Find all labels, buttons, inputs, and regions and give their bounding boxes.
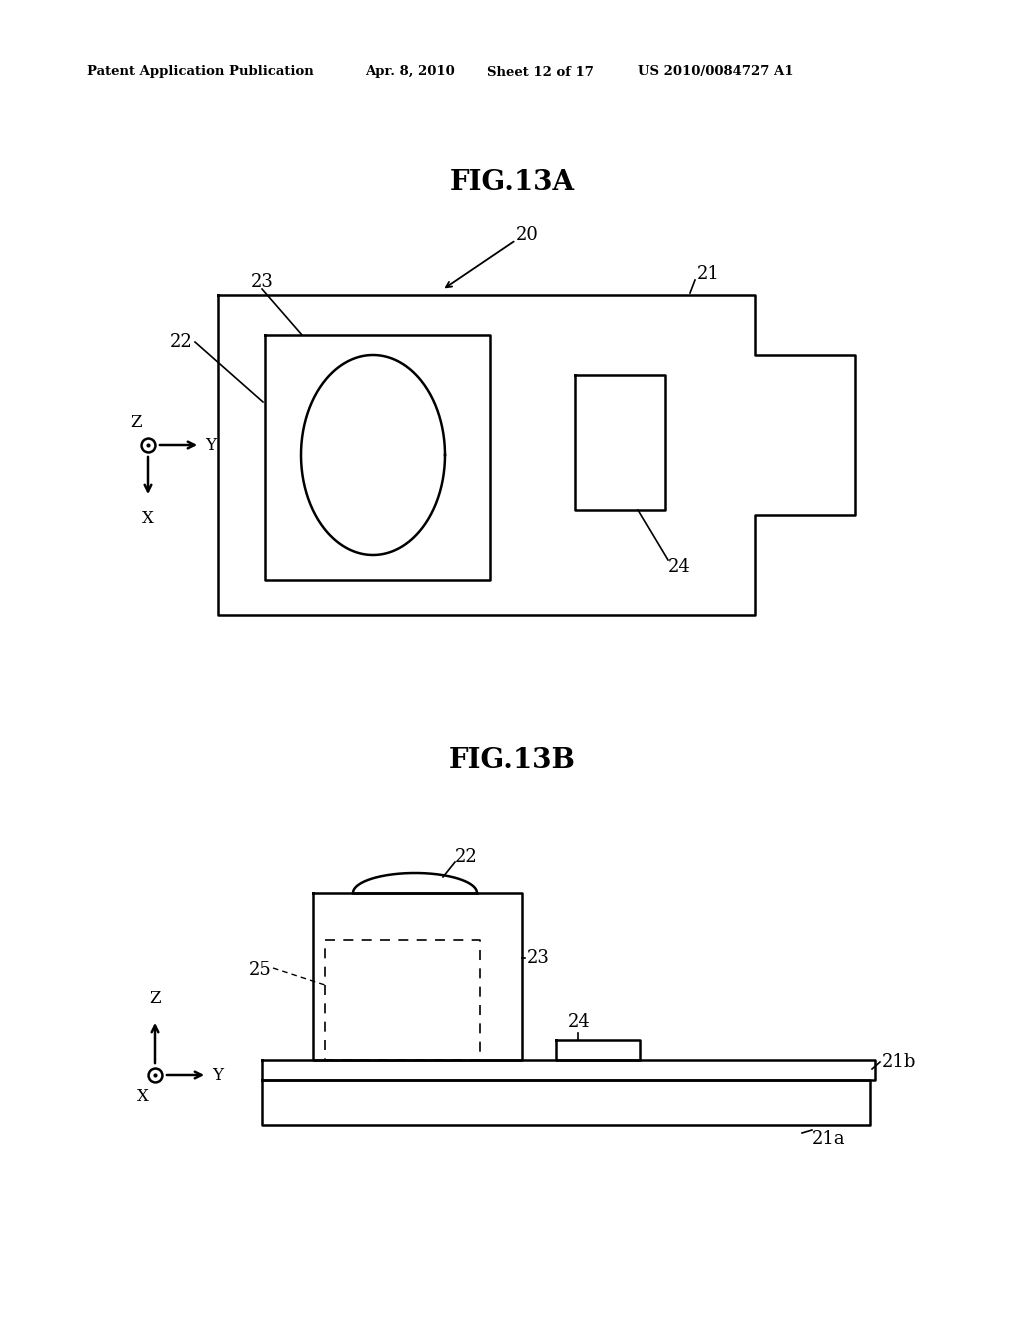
Text: Y: Y (212, 1067, 223, 1084)
Text: 21a: 21a (812, 1130, 846, 1148)
Text: 24: 24 (568, 1012, 591, 1031)
Text: 21b: 21b (882, 1053, 916, 1071)
Text: Patent Application Publication: Patent Application Publication (87, 66, 313, 78)
Text: 20: 20 (516, 226, 539, 244)
Text: 23: 23 (251, 273, 273, 290)
Text: 22: 22 (170, 333, 193, 351)
Text: X: X (142, 510, 154, 527)
Text: Z: Z (130, 414, 142, 432)
Text: FIG.13B: FIG.13B (449, 747, 575, 774)
Text: 21: 21 (697, 265, 720, 282)
Text: 22: 22 (455, 847, 478, 866)
Text: 25: 25 (249, 961, 272, 979)
Text: Z: Z (150, 990, 161, 1007)
Text: Sheet 12 of 17: Sheet 12 of 17 (487, 66, 594, 78)
Text: FIG.13A: FIG.13A (450, 169, 574, 195)
Text: Apr. 8, 2010: Apr. 8, 2010 (365, 66, 455, 78)
Text: X: X (137, 1088, 150, 1105)
Text: US 2010/0084727 A1: US 2010/0084727 A1 (638, 66, 794, 78)
Text: 24: 24 (668, 558, 691, 576)
Text: 23: 23 (527, 949, 550, 968)
Text: Y: Y (205, 437, 216, 454)
